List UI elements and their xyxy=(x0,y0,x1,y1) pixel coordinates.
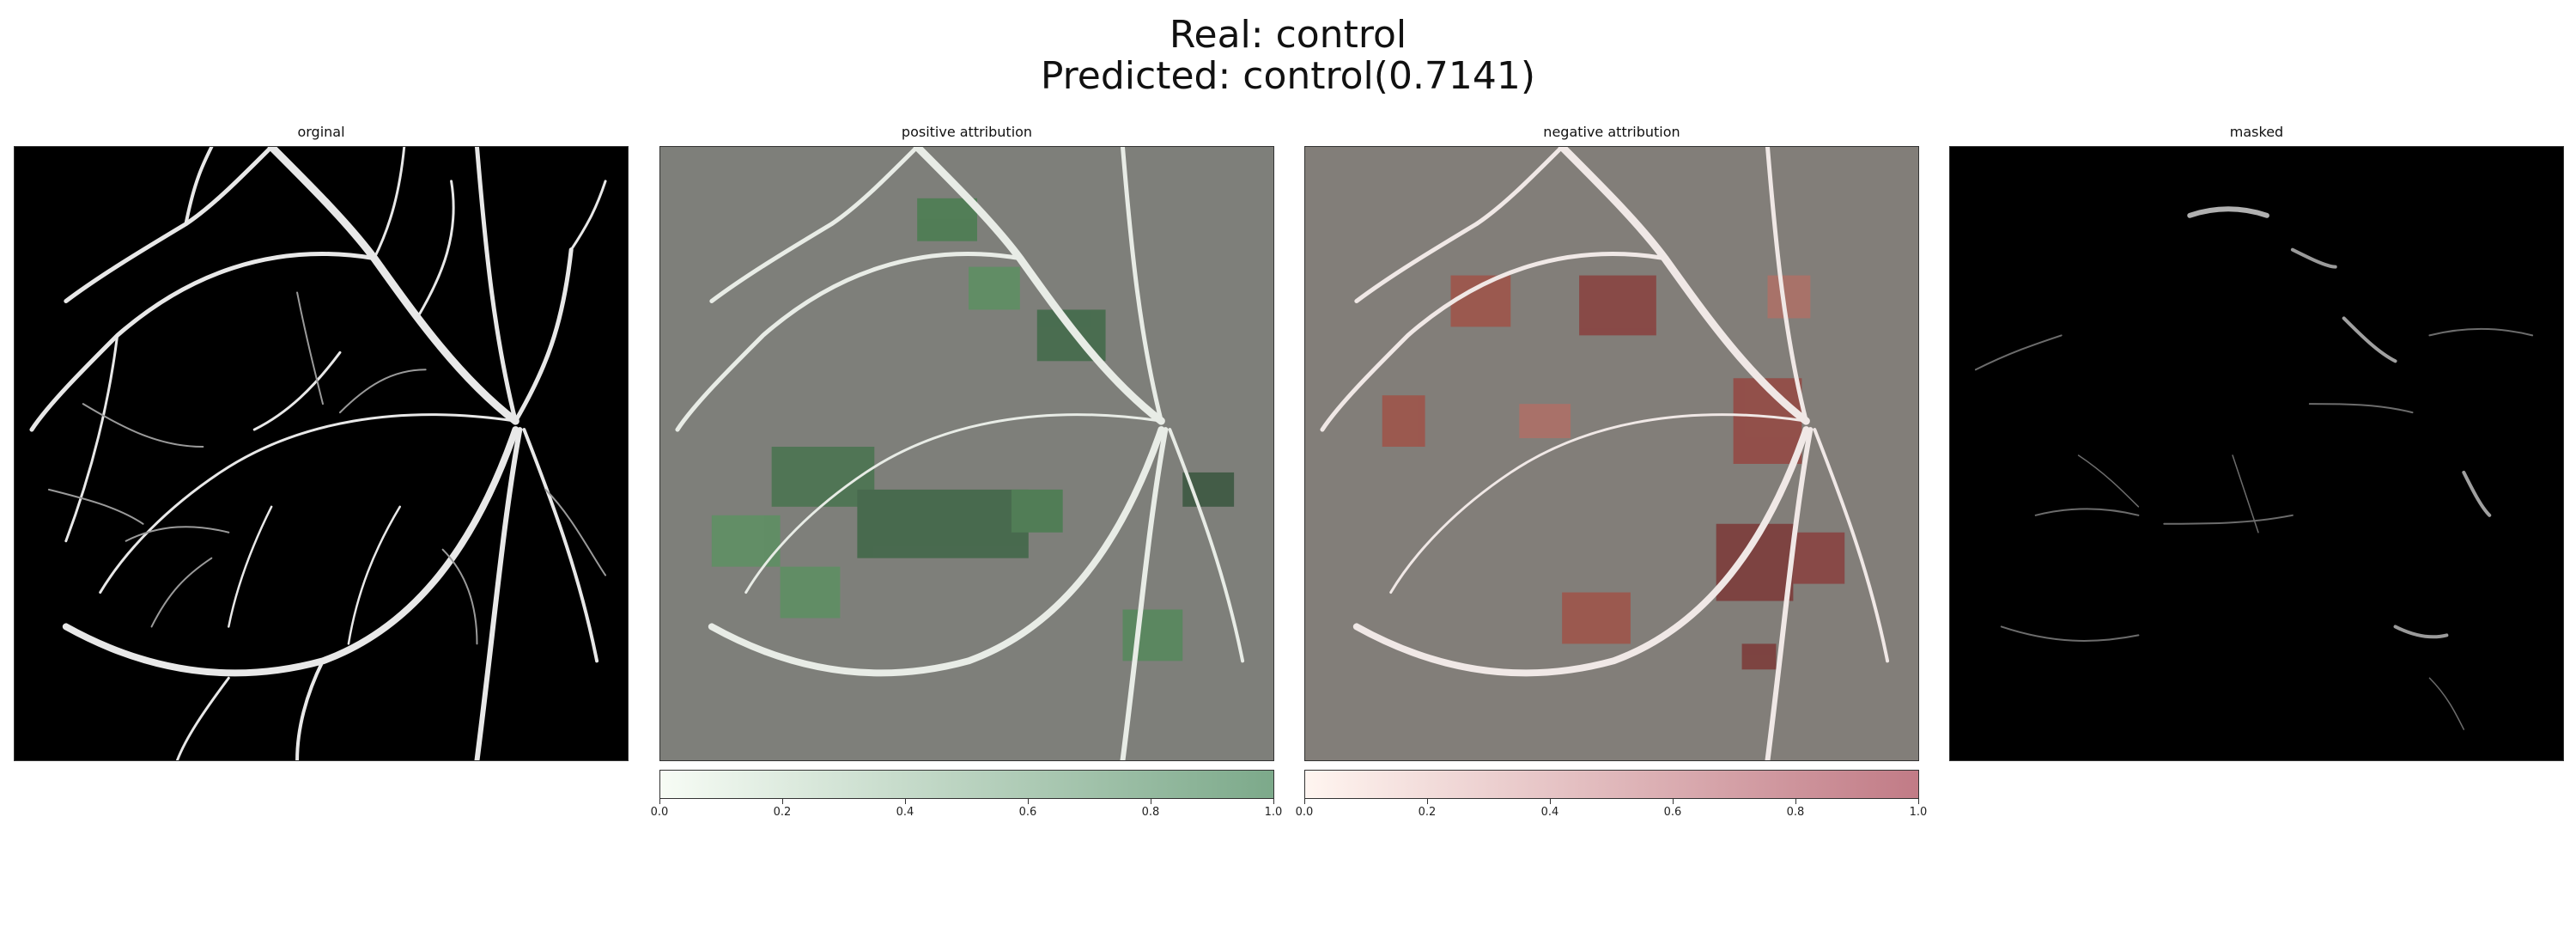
positive-colorbar-tick-label: 0.0 xyxy=(650,806,669,819)
positive-colorbar xyxy=(659,770,1274,799)
negative-colorbar-gradient xyxy=(1305,771,1918,798)
negative-attribution-heatmap xyxy=(1305,147,1918,760)
retina-vessel-image xyxy=(15,147,628,760)
masked-image-panel xyxy=(1949,146,2564,761)
negative-colorbar-tick xyxy=(1673,799,1674,804)
figure-title-real: Real: control xyxy=(1169,13,1407,57)
masked-vessel-image xyxy=(1950,147,2563,760)
positive-colorbar-tick xyxy=(905,799,906,804)
negative-colorbar-tick xyxy=(1304,799,1305,804)
positive-colorbar-tick-label: 0.4 xyxy=(896,806,914,819)
positive-attribution-heatmap xyxy=(660,147,1273,760)
negative-colorbar-tick-label: 0.2 xyxy=(1418,806,1437,819)
negative-colorbar-tick-label: 0.6 xyxy=(1663,806,1682,819)
negative-colorbar xyxy=(1304,770,1919,799)
figure-title-predicted: Predicted: control(0.7141) xyxy=(1040,54,1536,98)
panel-title-original: orginal xyxy=(297,124,345,140)
negative-colorbar-tick xyxy=(1795,799,1796,804)
positive-colorbar-tick xyxy=(782,799,783,804)
positive-colorbar-tick xyxy=(1273,799,1274,804)
negative-colorbar-tick-label: 1.0 xyxy=(1909,806,1928,819)
positive-colorbar-tick-label: 0.8 xyxy=(1141,806,1160,819)
panel-title-negative: negative attribution xyxy=(1543,124,1680,140)
panel-title-positive: positive attribution xyxy=(901,124,1033,140)
positive-attribution-panel xyxy=(659,146,1274,761)
negative-colorbar-tick xyxy=(1918,799,1919,804)
negative-colorbar-tick xyxy=(1427,799,1428,804)
positive-colorbar-tick-label: 0.6 xyxy=(1018,806,1037,819)
positive-colorbar-tick xyxy=(659,799,660,804)
positive-colorbar-tick-label: 0.2 xyxy=(773,806,792,819)
negative-colorbar-tick-label: 0.4 xyxy=(1540,806,1559,819)
positive-colorbar-tick-label: 1.0 xyxy=(1264,806,1283,819)
panel-title-masked: masked xyxy=(2229,124,2284,140)
negative-colorbar-tick-label: 0.0 xyxy=(1295,806,1314,819)
positive-colorbar-gradient xyxy=(660,771,1273,798)
negative-colorbar-tick xyxy=(1550,799,1551,804)
negative-attribution-panel xyxy=(1304,146,1919,761)
original-image-panel xyxy=(14,146,629,761)
positive-colorbar-tick xyxy=(1028,799,1029,804)
negative-colorbar-tick-label: 0.8 xyxy=(1786,806,1805,819)
